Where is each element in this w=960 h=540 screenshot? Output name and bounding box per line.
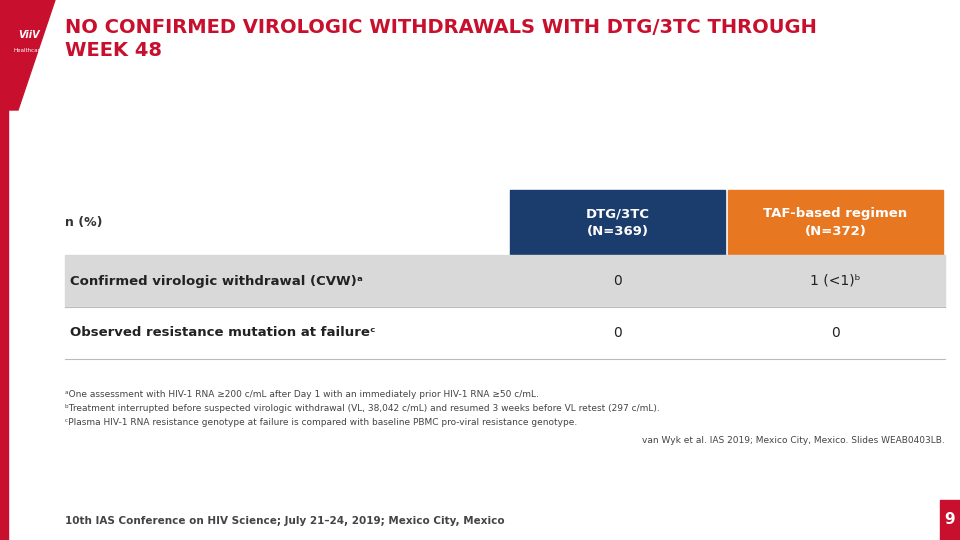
Text: ᵃOne assessment with HIV-1 RNA ≥200 c/mL after Day 1 with an immediately prior H: ᵃOne assessment with HIV-1 RNA ≥200 c/mL… <box>65 390 539 399</box>
Polygon shape <box>0 0 55 110</box>
Text: 9: 9 <box>945 512 955 528</box>
Text: 0: 0 <box>831 326 840 340</box>
Text: TAF-based regimen
(N=372): TAF-based regimen (N=372) <box>763 207 907 238</box>
Bar <box>510 190 725 255</box>
Bar <box>940 500 960 540</box>
Text: 1 (<1)ᵇ: 1 (<1)ᵇ <box>810 274 861 288</box>
Bar <box>65 307 945 359</box>
Text: 0: 0 <box>613 326 622 340</box>
Text: ᵇTreatment interrupted before suspected virologic withdrawal (VL, 38,042 c/mL) a: ᵇTreatment interrupted before suspected … <box>65 404 660 413</box>
Text: van Wyk et al. IAS 2019; Mexico City, Mexico. Slides WEAB0403LB.: van Wyk et al. IAS 2019; Mexico City, Me… <box>642 436 945 445</box>
Text: Observed resistance mutation at failureᶜ: Observed resistance mutation at failureᶜ <box>70 327 375 340</box>
Bar <box>728 190 943 255</box>
Text: NO CONFIRMED VIROLOGIC WITHDRAWALS WITH DTG/3TC THROUGH
WEEK 48: NO CONFIRMED VIROLOGIC WITHDRAWALS WITH … <box>65 18 817 60</box>
Text: n (%): n (%) <box>65 216 103 229</box>
Text: 0: 0 <box>613 274 622 288</box>
Text: ᶜPlasma HIV-1 RNA resistance genotype at failure is compared with baseline PBMC : ᶜPlasma HIV-1 RNA resistance genotype at… <box>65 418 577 427</box>
Text: Healthcare: Healthcare <box>14 48 44 53</box>
Text: 10th IAS Conference on HIV Science; July 21–24, 2019; Mexico City, Mexico: 10th IAS Conference on HIV Science; July… <box>65 516 505 526</box>
Text: DTG/3TC
(N=369): DTG/3TC (N=369) <box>586 207 650 238</box>
Text: Confirmed virologic withdrawal (CVW)ᵃ: Confirmed virologic withdrawal (CVW)ᵃ <box>70 274 363 287</box>
Text: ViiV: ViiV <box>18 30 39 40</box>
Bar <box>0 0 8 540</box>
Bar <box>65 255 945 307</box>
